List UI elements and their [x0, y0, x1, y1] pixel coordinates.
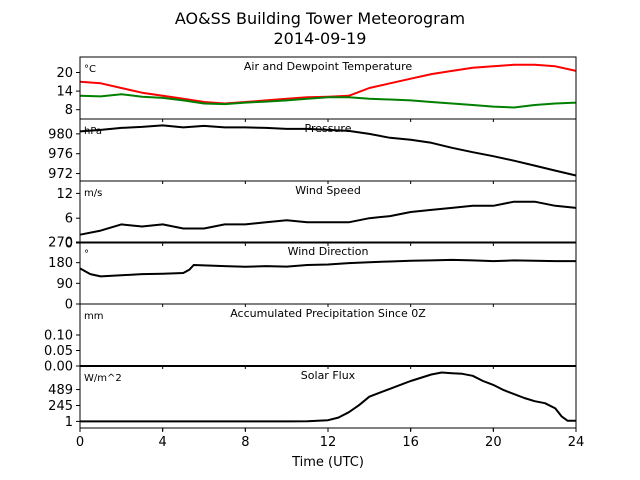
panel-5-ytick-label-2: 489	[48, 383, 73, 398]
panel-5-title: Solar Flux	[301, 369, 356, 382]
panel-1-ytick-label-0: 972	[48, 167, 73, 182]
panel-0-title: Air and Dewpoint Temperature	[244, 60, 412, 73]
panel-3-series-0-line	[79, 258, 576, 278]
panel-4-unit-label: mm	[84, 311, 103, 322]
panel-2-unit-label: m/s	[84, 188, 102, 199]
x-axis-tick-label-1: 4	[159, 435, 167, 450]
panel-1-ytick-label-2: 980	[48, 127, 73, 142]
x-axis-tick-label-4: 16	[402, 435, 419, 450]
panel-5-series-0-line	[80, 371, 576, 423]
x-axis-tick-label-3: 12	[320, 435, 337, 450]
panel-5-ytick-label-0: 1	[65, 415, 73, 430]
panel-3-ytick-label-0: 0	[65, 298, 73, 313]
panel-0-ytick-label-2: 20	[56, 66, 73, 81]
panel-0-ytick-label-1: 14	[56, 85, 73, 100]
x-axis-tick-label-5: 20	[485, 435, 502, 450]
panel-0: 8 14 20 °C Air and Dewpoint Temperature	[56, 56, 577, 122]
panel-3-ytick-label-1: 90	[56, 277, 73, 292]
panel-2-title: Wind Speed	[295, 184, 361, 197]
panel-1-title: Pressure	[305, 122, 352, 135]
panel-3-ytick-label-2: 180	[48, 256, 73, 271]
x-axis-tick-label-2: 8	[241, 435, 249, 450]
panel-2-ytick-label-2: 12	[56, 187, 73, 202]
panel-2-series-0-line	[79, 200, 577, 236]
panel-2-ytick-label-0: 0	[65, 237, 73, 252]
panel-1-unit-label: hPa	[84, 126, 102, 137]
chart-title-line2: 2014-09-19	[274, 29, 367, 48]
panel-5-ytick-label-1: 245	[48, 399, 73, 414]
panel-4-ytick-label-1: 0.05	[44, 344, 73, 359]
panel-2: 0 6 12 m/s Wind Speed	[56, 180, 577, 252]
x-axis-tick-label-0: 0	[76, 435, 84, 450]
panel-0-ytick-label-0: 8	[65, 103, 73, 118]
panel-2-ytick-label-1: 6	[65, 212, 73, 227]
panel-3-ytick-label-3: 270	[48, 236, 73, 251]
x-axis: 0 4 8 12 16 20 24	[76, 428, 584, 450]
panel-4-ytick-label-0: 0.00	[44, 360, 73, 375]
x-axis-label: Time (UTC)	[291, 455, 364, 470]
panel-1-ytick-label-1: 976	[48, 147, 73, 162]
panel-5-unit-label: W/m^2	[84, 373, 122, 384]
panel-0-unit-label: °C	[84, 64, 96, 75]
panel-4: 0.000.050.10 mm Accumulated Precipitation …	[44, 303, 577, 375]
panel-4-ytick-label-2: 0.10	[44, 329, 73, 344]
panel-4-title: Accumulated Precipitation Since 0Z	[230, 307, 426, 320]
panel-1: 972 976 980 hPa Pressure	[48, 118, 577, 184]
panel-3-title: Wind Direction	[288, 245, 369, 258]
chart-title-line1: AO&SS Building Tower Meteorogram	[175, 9, 465, 28]
panel-3-unit-label: °	[84, 249, 89, 260]
x-axis-tick-label-6: 24	[568, 435, 585, 450]
panel-3: 0 90 180 270 ° Wind Direction	[48, 236, 577, 313]
